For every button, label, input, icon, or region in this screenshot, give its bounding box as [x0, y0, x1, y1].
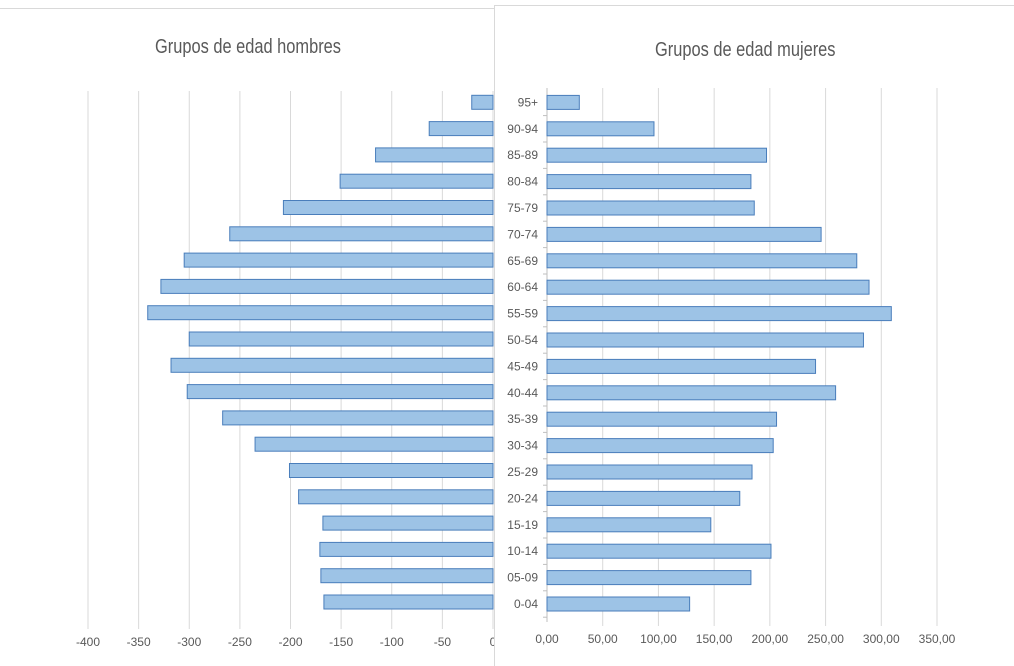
category-label: 80-84 [507, 175, 538, 189]
bar-men [339, 173, 494, 189]
x-tick-label: 0 [490, 635, 497, 649]
bar-women [546, 121, 655, 137]
bar-men [320, 568, 494, 584]
bar-men [170, 357, 494, 373]
bar-women [546, 543, 772, 559]
x-tick-label: 100,00 [640, 632, 677, 646]
category-label: 25-29 [507, 465, 538, 479]
category-label: 45-49 [507, 359, 538, 373]
bar-men [147, 305, 494, 321]
bar-women [546, 332, 864, 348]
bar-men [183, 252, 494, 268]
bar-women [546, 306, 892, 322]
category-label: 10-14 [507, 544, 538, 558]
bar-women [546, 490, 741, 506]
category-label: 05-09 [507, 571, 538, 585]
bar-men [428, 121, 494, 137]
bar-men [254, 436, 494, 452]
bar-men [160, 278, 494, 294]
women-chart-panel: Grupos de edad mujeres 0,00 50,00 100,00 15… [494, 5, 1014, 666]
bar-women [546, 411, 778, 427]
bar-men [322, 515, 494, 531]
x-tick-label: -400 [76, 635, 100, 649]
bar-women [546, 200, 755, 216]
category-label: 20-24 [507, 491, 538, 505]
category-label: 95+ [518, 95, 538, 109]
category-label: 15-19 [507, 518, 538, 532]
bar-men [471, 94, 494, 110]
x-tick-label: -150 [329, 635, 353, 649]
bar-men [298, 489, 494, 505]
bar-men [188, 331, 494, 347]
x-tick-label: 200,00 [752, 632, 789, 646]
bar-women [546, 358, 817, 374]
bar-women [546, 279, 870, 295]
bar-women [546, 174, 752, 190]
bar-women [546, 438, 774, 454]
x-tick-label: -350 [127, 635, 151, 649]
bar-women [546, 517, 712, 533]
women-bar-chart: 0,00 50,00 100,00 150,00 200,00 250,00 300,00 3… [507, 88, 956, 646]
x-tick-label: 0,00 [535, 632, 559, 646]
x-tick-label: -50 [434, 635, 452, 649]
bar-men [319, 541, 494, 557]
bar-women [546, 253, 858, 269]
men-chart-panel: Grupos de edad hombres -400 -350 -300 -250-… [0, 8, 501, 659]
x-tick-label: -300 [177, 635, 201, 649]
category-label: 65-69 [507, 254, 538, 268]
category-label: 50-54 [507, 333, 538, 347]
bar-women [546, 464, 753, 480]
bar-men [282, 200, 494, 215]
x-tick-label: -250 [228, 635, 252, 649]
category-label: 75-79 [507, 201, 538, 215]
bar-men [375, 147, 494, 163]
x-tick-label: 350,00 [919, 632, 956, 646]
category-label: 55-59 [507, 307, 538, 321]
bar-women [546, 385, 837, 401]
bar-men [186, 384, 494, 400]
chart-title-women: Grupos de edad mujeres [655, 39, 836, 61]
x-tick-label: 150,00 [696, 632, 733, 646]
x-tick-label: 300,00 [863, 632, 900, 646]
x-tick-label: 50,00 [588, 632, 618, 646]
category-label: 30-34 [507, 439, 538, 453]
category-label: 0-04 [514, 597, 538, 611]
bar-women [546, 226, 822, 242]
category-label: 85-89 [507, 148, 538, 162]
men-bar-chart: -400 -350 -300 -250 -200 -150 -100 -50 0 [76, 91, 497, 649]
bar-women [546, 94, 580, 110]
chart-title-men: Grupos de edad hombres [155, 36, 341, 58]
category-label: 70-74 [507, 227, 538, 241]
x-tick-label: 250,00 [807, 632, 844, 646]
x-tick-label: -100 [380, 635, 404, 649]
bar-men [323, 594, 494, 610]
category-label: 35-39 [507, 412, 538, 426]
bar-women [546, 570, 752, 586]
bar-men [229, 226, 494, 242]
category-label: 40-44 [507, 386, 538, 400]
bar-men [222, 410, 494, 426]
category-label: 90-94 [507, 122, 538, 136]
x-tick-label: -200 [278, 635, 302, 649]
category-label: 60-64 [507, 280, 538, 294]
bar-women [546, 147, 768, 163]
bar-women [546, 596, 691, 612]
bar-men [288, 463, 494, 478]
